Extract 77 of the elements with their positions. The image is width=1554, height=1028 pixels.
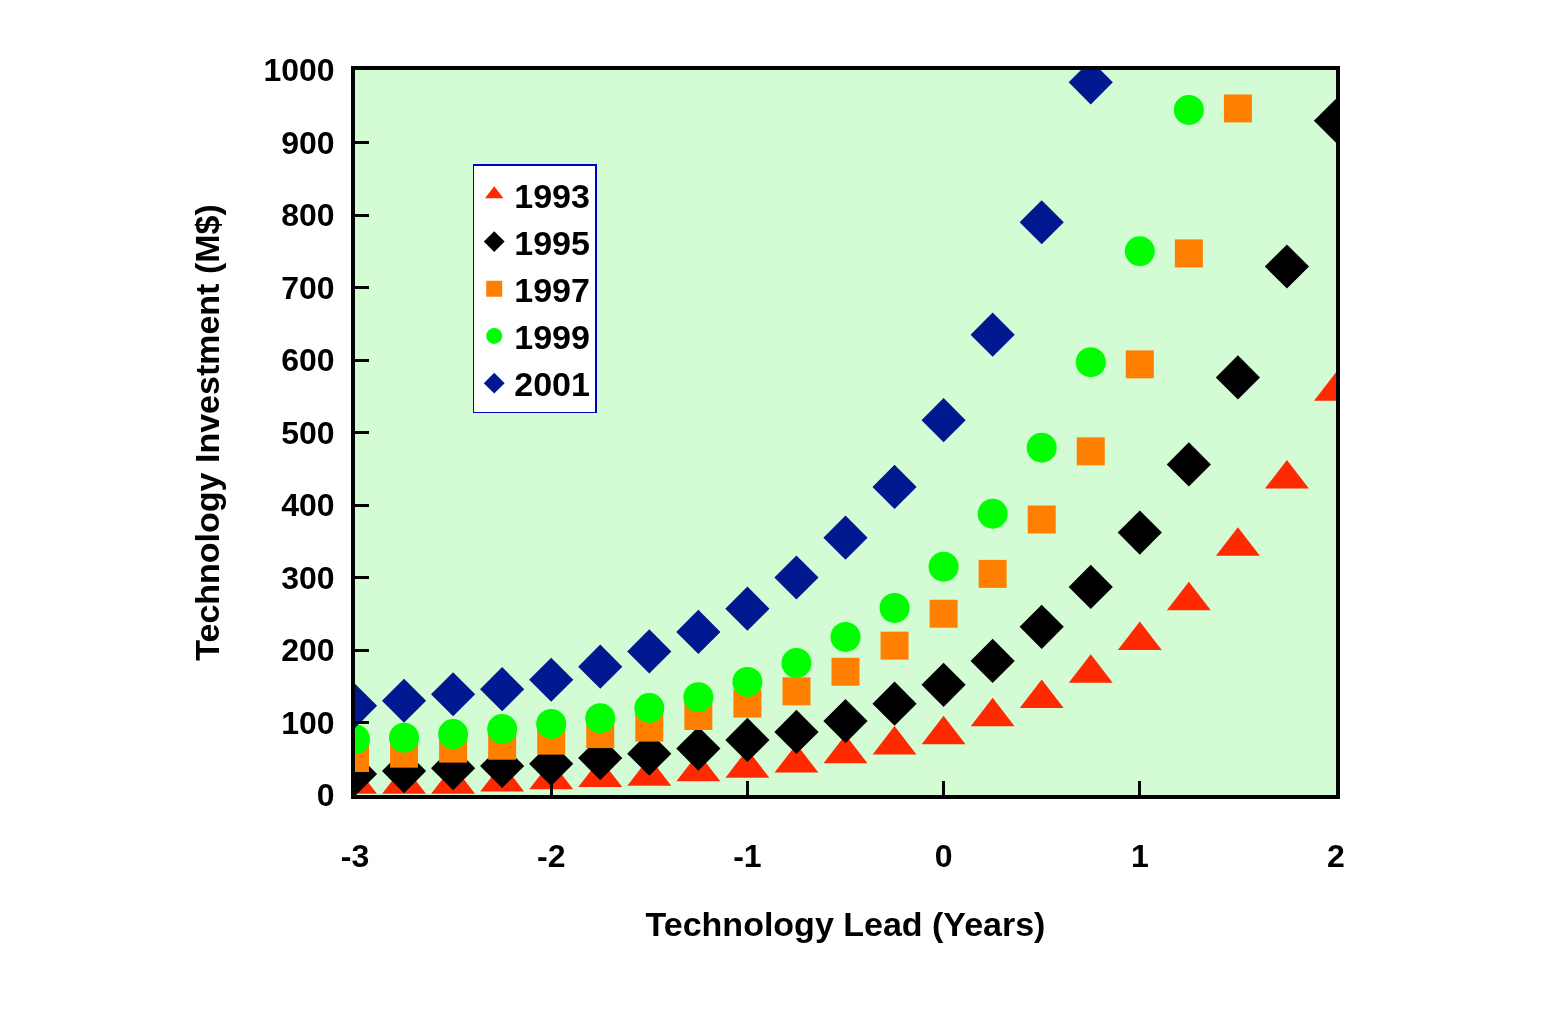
point <box>928 551 959 582</box>
point <box>732 666 763 697</box>
point <box>978 559 1007 588</box>
point <box>1223 94 1252 123</box>
point <box>880 631 909 660</box>
y-tick-label: 600 <box>281 342 335 379</box>
point <box>480 667 525 712</box>
point <box>578 644 623 689</box>
point <box>1027 505 1056 534</box>
legend-label: 2001 <box>514 365 590 404</box>
x-tick-label: -1 <box>733 838 762 875</box>
legend-label: 1999 <box>514 318 590 357</box>
point <box>1068 564 1113 610</box>
legend-label: 1997 <box>514 271 590 310</box>
point <box>585 703 616 734</box>
y-tick-label: 300 <box>281 559 335 596</box>
point <box>921 398 966 443</box>
point <box>1026 432 1057 463</box>
point <box>487 714 518 745</box>
point <box>438 719 469 750</box>
point <box>774 709 819 755</box>
point <box>683 682 714 713</box>
y-tick-label: 900 <box>281 124 335 161</box>
point <box>529 657 574 702</box>
y-axis-title: Technology Investment (M$) <box>187 204 226 661</box>
point <box>1215 355 1260 400</box>
legend-label: 1995 <box>514 223 590 262</box>
point <box>1124 236 1155 267</box>
point <box>1174 239 1203 268</box>
point <box>725 717 770 762</box>
point <box>831 657 860 686</box>
point <box>781 648 812 679</box>
x-tick-label: -3 <box>340 838 370 875</box>
y-tick-label: 0 <box>316 777 335 814</box>
point <box>389 722 420 753</box>
point <box>634 693 665 723</box>
point <box>1166 442 1211 487</box>
point <box>1019 200 1064 245</box>
point <box>879 592 910 623</box>
point <box>536 708 567 739</box>
point <box>774 555 819 600</box>
x-tick-label: 2 <box>1327 838 1345 875</box>
point <box>970 638 1015 683</box>
point <box>929 599 958 628</box>
point <box>782 677 811 706</box>
point <box>823 515 868 560</box>
point <box>1019 604 1064 649</box>
legend-label: 1993 <box>514 176 590 215</box>
point <box>1264 244 1310 289</box>
point <box>627 629 672 674</box>
point <box>830 621 861 652</box>
y-tick-label: 200 <box>281 632 335 669</box>
x-axis-title: Technology Lead (Years) <box>645 905 1046 944</box>
point <box>1117 510 1162 555</box>
y-tick-label: 100 <box>281 704 335 741</box>
x-tick-label: 0 <box>934 838 953 875</box>
point <box>676 609 721 654</box>
x-tick-label: -2 <box>536 838 566 875</box>
point <box>381 678 427 723</box>
point <box>823 698 868 744</box>
point <box>431 672 476 717</box>
point <box>1125 350 1154 379</box>
point <box>1075 347 1106 378</box>
x-tick-label: 1 <box>1130 838 1149 875</box>
y-tick-label: 800 <box>281 197 335 234</box>
point <box>921 662 966 707</box>
point <box>1173 94 1204 125</box>
y-tick-label: 500 <box>281 414 335 451</box>
y-tick-label: 400 <box>281 487 335 524</box>
y-tick-label: 700 <box>281 269 335 306</box>
point <box>970 312 1015 357</box>
point <box>872 464 917 509</box>
point <box>872 681 917 726</box>
point <box>725 586 770 631</box>
y-tick-label: 1000 <box>263 52 335 89</box>
point <box>1076 437 1105 466</box>
point <box>977 498 1008 529</box>
